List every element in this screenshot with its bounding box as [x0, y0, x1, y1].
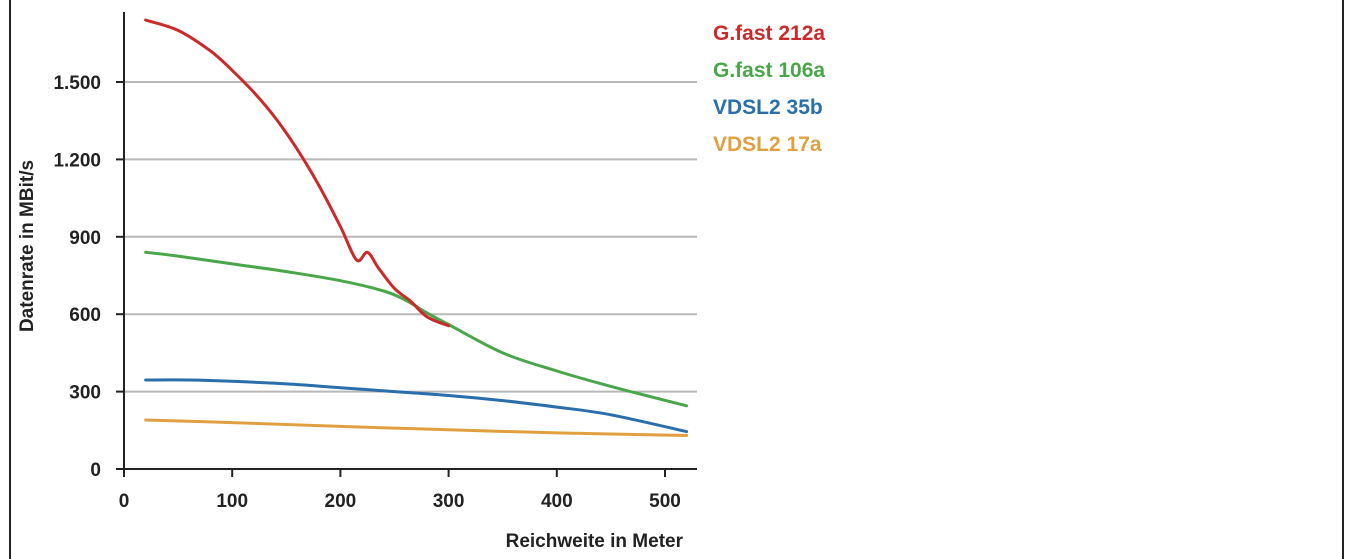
y-tick-label: 300 — [69, 383, 101, 404]
y-tick-label: 900 — [69, 228, 101, 249]
x-tick-label: 400 — [541, 491, 573, 512]
series-line-vdsl2-35b — [144, 378, 689, 434]
legend-entry: G.fast 106a — [713, 59, 825, 82]
series-line-vdsl2-17a — [144, 418, 689, 437]
y-axis-title: Datenrate in MBit/s — [17, 160, 38, 332]
x-tick-label: 300 — [433, 491, 465, 512]
x-axis-title: Reichweite in Meter — [506, 531, 684, 552]
series-line-g-fast-106a — [144, 250, 689, 408]
x-tick-label: 200 — [325, 491, 357, 512]
legend: G.fast 212a G.fast 106a VDSL2 35b VDSL2 17a — [713, 22, 825, 156]
frame-right-border — [1342, 0, 1344, 559]
x-tick-label: 0 — [119, 491, 130, 512]
frame-left-border — [9, 0, 11, 559]
legend-entry: VDSL2 17a — [713, 133, 822, 156]
series-line-g-fast-212a — [144, 18, 451, 328]
y-tick-label: 1.200 — [53, 150, 101, 171]
axes — [116, 12, 697, 470]
y-tick-label: 1.500 — [53, 73, 101, 94]
x-tick-label: 100 — [216, 491, 248, 512]
x-tick-label: 500 — [649, 491, 681, 512]
legend-entry: VDSL2 35b — [713, 96, 823, 119]
gridlines — [124, 81, 697, 393]
series-lines — [144, 18, 689, 437]
legend-entry: G.fast 212a — [713, 22, 825, 45]
y-tick-label: 600 — [69, 305, 101, 326]
y-tick-label: 0 — [90, 460, 101, 481]
ticks: 0 300 600 900 1.200 1.500 0 100 200 300 400 500 — [53, 73, 680, 512]
